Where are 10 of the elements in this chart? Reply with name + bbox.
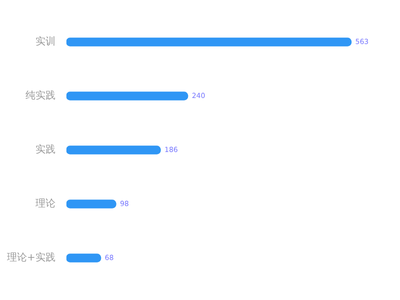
y-tick-label: 实训: [35, 36, 56, 48]
y-tick-label: 理论: [35, 198, 56, 210]
y-tick-label: 纯实践: [25, 90, 56, 102]
y-tick-label: 理论+实践: [6, 252, 56, 264]
bar: [66, 38, 352, 46]
bar: [66, 146, 161, 154]
bar: [66, 200, 116, 208]
bar: [66, 92, 188, 100]
bar: [66, 254, 102, 262]
y-tick-label: 实践: [35, 144, 56, 156]
